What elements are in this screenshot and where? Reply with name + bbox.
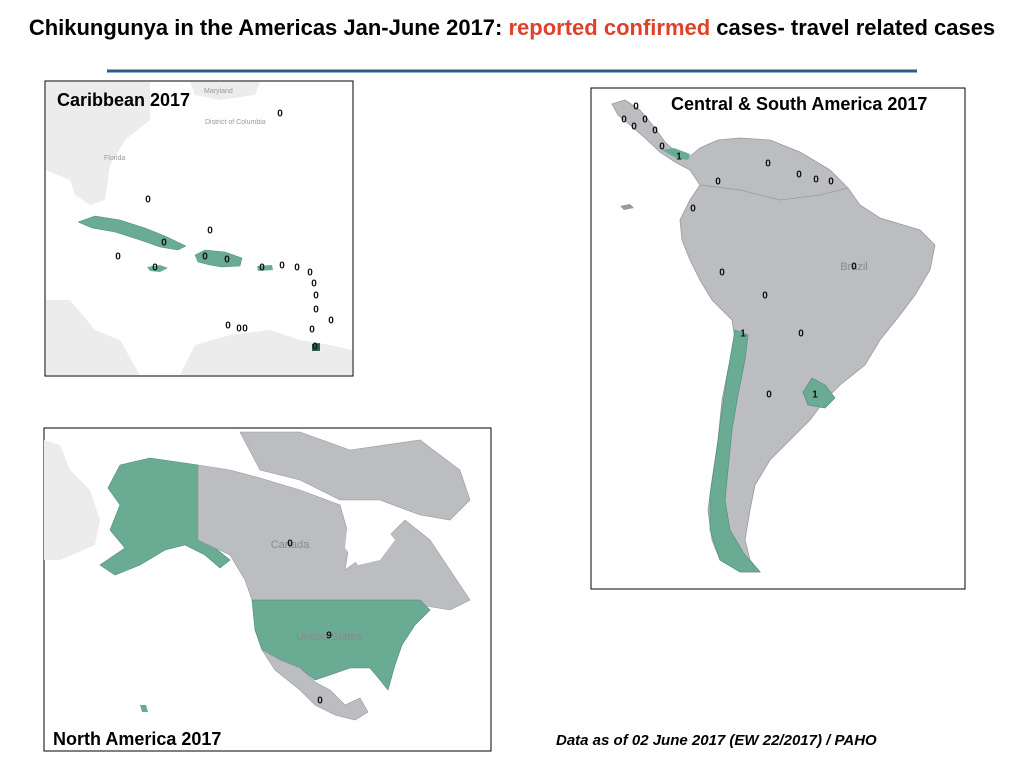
country-uruguay (802, 377, 836, 409)
basemap-label: Brazil (840, 261, 868, 273)
country-panama (662, 148, 690, 160)
hudson-bay (345, 518, 395, 565)
slide-title: Chikungunya in the Americas Jan-June 201… (12, 14, 1012, 41)
land (180, 330, 352, 375)
basemap-label: United States (296, 631, 363, 643)
country-mexico (261, 649, 369, 721)
basemap-label: Florida (104, 155, 126, 162)
case-count: 0 (631, 122, 637, 133)
title-highlight: reported confirmed (508, 15, 711, 40)
case-count: 0 (762, 291, 768, 302)
case-count: 0 (259, 263, 265, 274)
case-count: 0 (287, 539, 293, 550)
north-america-map: Canada United States North America 2017 (43, 427, 492, 752)
footer-note: Data as of 02 June 2017 (EW 22/2017) / P… (556, 732, 877, 749)
case-count: 0 (690, 204, 696, 215)
case-count: 0 (242, 324, 248, 335)
land (46, 300, 140, 375)
case-count: 0 (277, 109, 283, 120)
case-count: 0 (311, 279, 317, 290)
case-count: 0 (328, 316, 334, 327)
case-count: 0 (621, 115, 627, 126)
case-count: 0 (294, 263, 300, 274)
case-count: 0 (642, 115, 648, 126)
case-count: 0 (851, 262, 857, 273)
case-count: 0 (719, 268, 725, 279)
case-count: 0 (766, 390, 772, 401)
case-count: 0 (317, 696, 323, 707)
case-count: 0 (161, 238, 167, 249)
panel-title: Caribbean 2017 (57, 90, 190, 110)
case-count: 0 (659, 142, 665, 153)
case-count: 0 (152, 263, 158, 274)
case-count: 0 (202, 252, 208, 263)
country-canada (197, 464, 471, 611)
country-hispaniola (194, 249, 243, 268)
case-count: 0 (828, 177, 834, 188)
case-count: 1 (676, 152, 682, 163)
country-cuba (77, 215, 187, 251)
case-count: 0 (633, 102, 639, 113)
case-count: 0 (279, 261, 285, 272)
basemap-label: Maryland (204, 88, 233, 95)
title-tail: cases- travel related cases (710, 15, 996, 40)
case-count: 0 (309, 325, 315, 336)
case-count: 9 (326, 631, 332, 642)
country-chile (709, 329, 761, 573)
case-count: 0 (312, 342, 318, 353)
borders (699, 184, 849, 201)
arctic-islands (239, 431, 471, 521)
case-count: 0 (652, 126, 658, 137)
case-count: 0 (765, 159, 771, 170)
case-count: 0 (115, 252, 121, 263)
case-count: 0 (225, 321, 231, 332)
case-count: 0 (813, 175, 819, 186)
case-count: 1 (740, 329, 746, 340)
case-count: 0 (307, 268, 313, 279)
country-trinidad (312, 343, 320, 351)
caribbean-map: Maryland District of Columbia Florida Ca… (44, 80, 354, 377)
land (44, 440, 100, 560)
case-count: 0 (313, 305, 319, 316)
basemap-label: District of Columbia (205, 119, 266, 126)
title-lead: Chikungunya in the Americas Jan-June 201… (28, 15, 509, 40)
case-count: 0 (224, 255, 230, 266)
island (620, 204, 634, 210)
panel-title: Central & South America 2017 (671, 94, 927, 114)
case-count: 0 (313, 291, 319, 302)
country-puerto-rico (257, 265, 273, 271)
basemap-label: Canada (271, 539, 310, 551)
country-jamaica (147, 265, 168, 272)
case-count: 0 (798, 329, 804, 340)
case-count: 0 (715, 177, 721, 188)
land (190, 82, 260, 100)
case-count: 1 (812, 390, 818, 401)
case-count: 0 (796, 170, 802, 181)
case-count: 0 (236, 324, 242, 335)
land (46, 82, 150, 205)
continent (611, 99, 936, 573)
state-hawaii (140, 705, 148, 712)
case-count: 0 (145, 195, 151, 206)
south-america-map: Brazil Central & South America 2017 (590, 87, 966, 590)
panel-title: North America 2017 (53, 729, 221, 749)
case-count: 0 (207, 226, 213, 237)
